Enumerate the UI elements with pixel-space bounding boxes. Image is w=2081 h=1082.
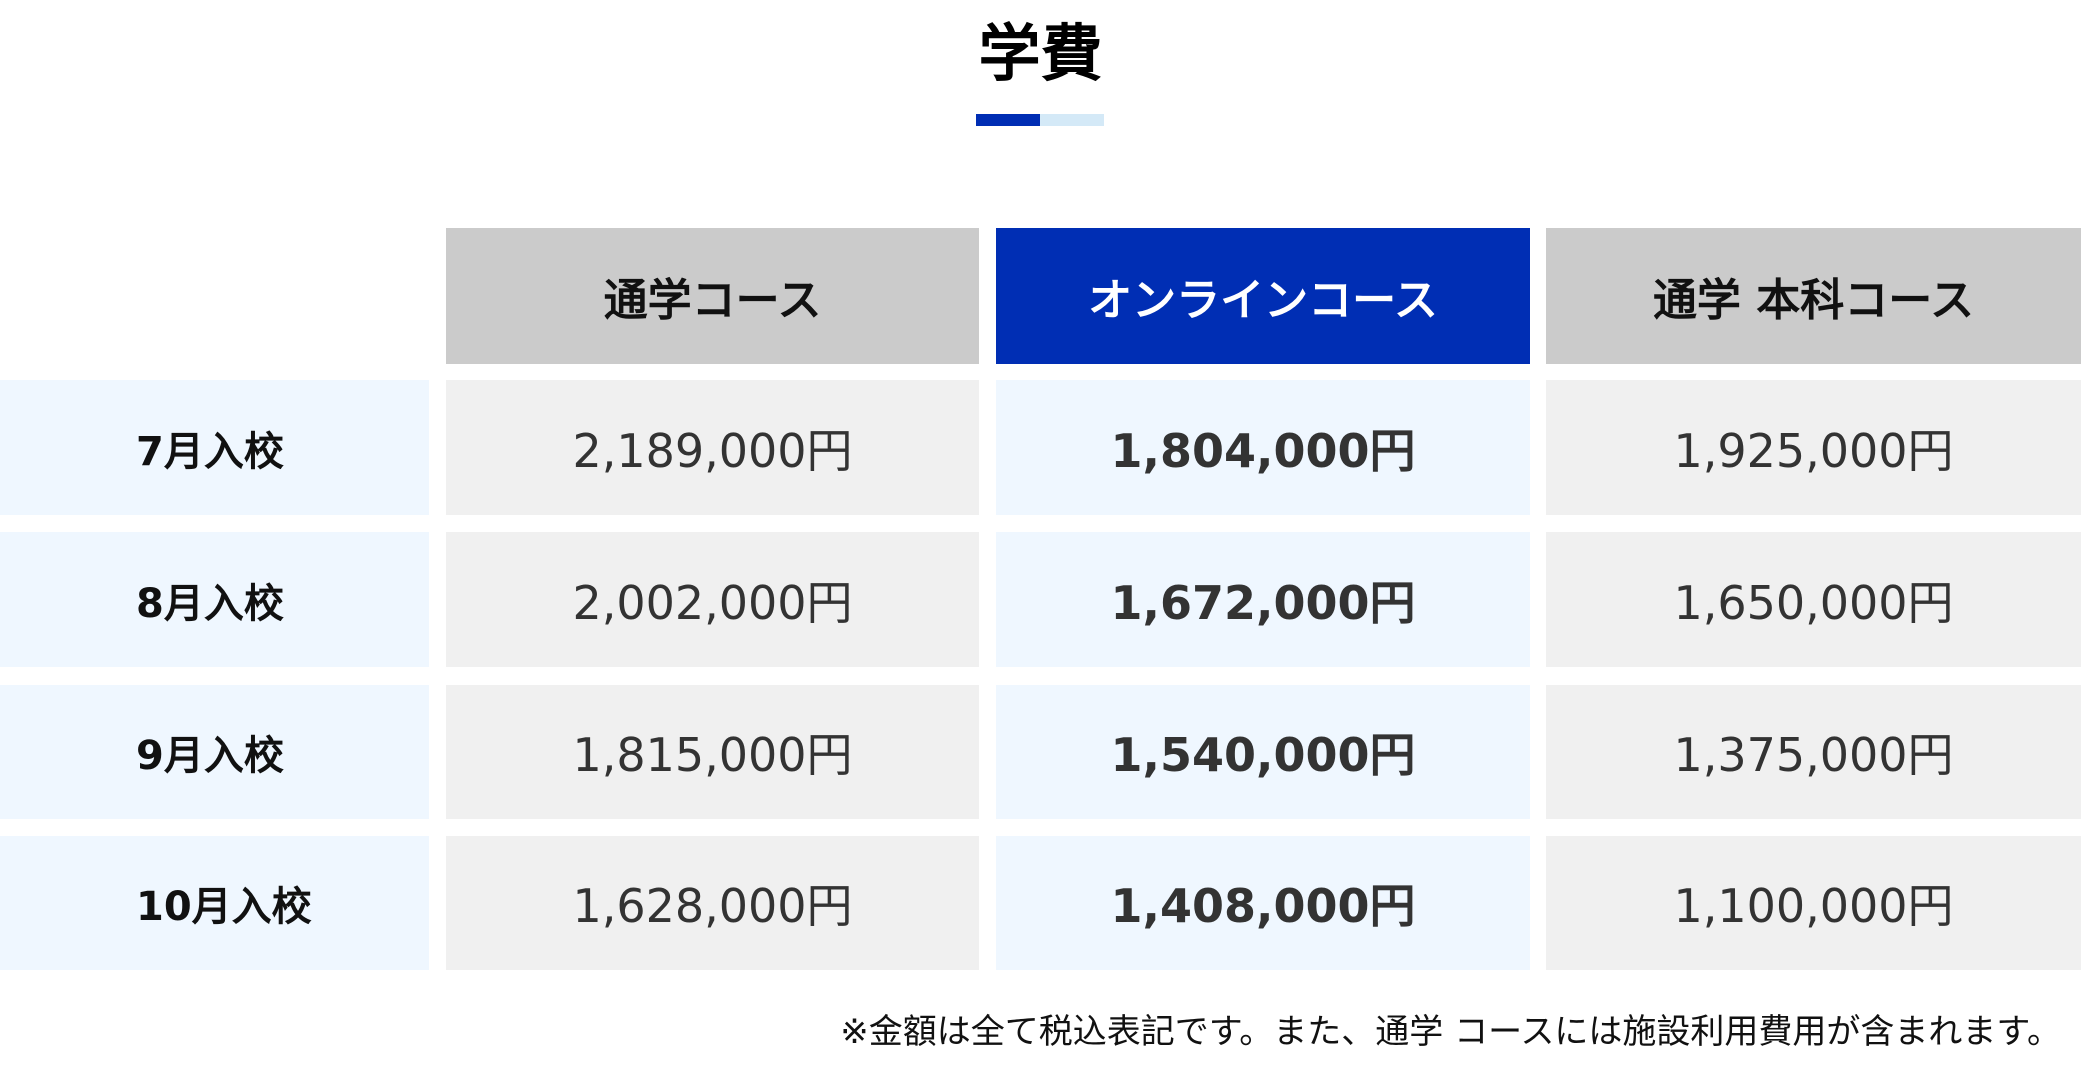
row-label: 8月入校	[0, 532, 429, 667]
column-header: オンラインコース	[996, 228, 1530, 364]
price-cell: 1,100,000円	[1546, 836, 2081, 970]
row-label: 7月入校	[0, 380, 429, 515]
price-cell: 1,540,000円	[996, 685, 1530, 819]
row-label: 10月入校	[0, 836, 429, 970]
price-cell: 1,628,000円	[446, 836, 979, 970]
column-header: 通学 本科コース	[1546, 228, 2081, 364]
title-underline-accent	[976, 114, 1040, 126]
footnote: ※金額は全て税込表記です。また、通学 コースには施設利用費用が含まれます。	[840, 1012, 2061, 1052]
column-header: 通学コース	[446, 228, 979, 364]
price-cell: 1,650,000円	[1546, 532, 2081, 667]
price-cell: 1,672,000円	[996, 532, 1530, 667]
price-cell: 1,815,000円	[446, 685, 979, 819]
page-title: 学費	[978, 17, 1103, 90]
price-cell: 2,189,000円	[446, 380, 979, 515]
price-cell: 1,408,000円	[996, 836, 1530, 970]
price-cell: 2,002,000円	[446, 532, 979, 667]
price-cell: 1,925,000円	[1546, 380, 2081, 515]
row-label: 9月入校	[0, 685, 429, 819]
price-cell: 1,804,000円	[996, 380, 1530, 515]
price-cell: 1,375,000円	[1546, 685, 2081, 819]
title-underline-light	[1040, 114, 1104, 126]
